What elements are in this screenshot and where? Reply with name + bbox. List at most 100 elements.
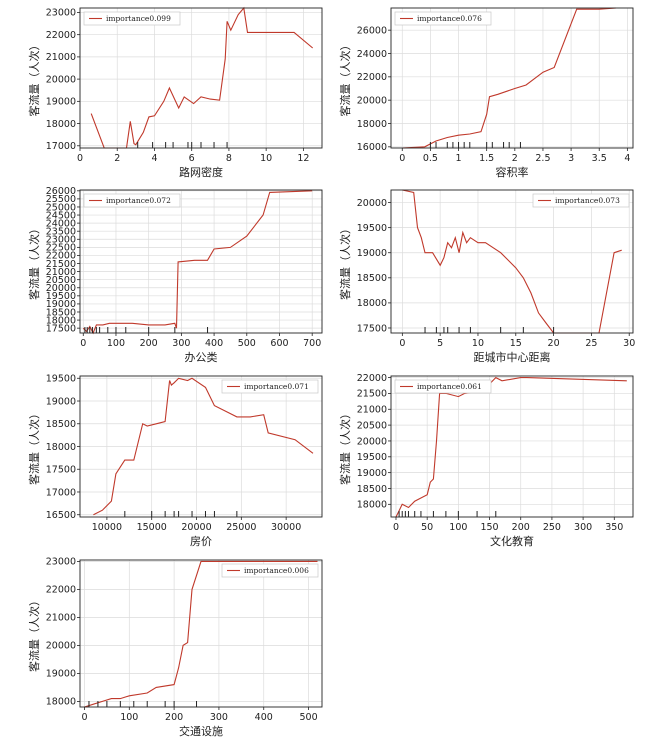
- x-axis-label: 文化教育: [490, 534, 534, 548]
- y-tick-label: 18500: [357, 273, 387, 284]
- y-tick-label: 17000: [46, 141, 76, 152]
- chart-panel-3: 0 100 200 300 400 500 600 700 175001800018500190…: [27, 186, 323, 364]
- legend: importance0.072: [83, 193, 181, 208]
- x-tick-label: 200: [512, 522, 530, 533]
- y-axis-label: 客流量（人次）: [338, 408, 352, 485]
- y-axis-label: 客流量（人次）: [27, 595, 41, 672]
- y-tick-label: 20500: [46, 275, 76, 286]
- x-tick-label: 3.5: [592, 153, 607, 164]
- y-tick-label: 16000: [357, 142, 387, 153]
- x-tick-label: 5: [437, 338, 443, 349]
- legend: importance0.006: [221, 563, 319, 578]
- x-tick-label: 0: [80, 338, 86, 349]
- y-tick-label: 17500: [46, 323, 76, 334]
- x-tick-label: 700: [303, 338, 321, 349]
- y-tick-label: 17500: [46, 465, 76, 476]
- legend-label: importance0.073: [555, 196, 620, 205]
- legend-box: [221, 379, 319, 394]
- x-tick-label: 400: [255, 712, 273, 723]
- chart-panel-5: 10000 15000 20000 25000 30000 16500 17000 17500…: [27, 374, 323, 548]
- x-tick-label: 3: [568, 153, 574, 164]
- y-tick-label: 22500: [46, 243, 76, 254]
- y-tick-label: 20000: [357, 198, 387, 209]
- y-tick-label: 22000: [46, 251, 76, 262]
- x-tick-label: 200: [165, 712, 183, 723]
- y-tick-label: 18500: [357, 484, 387, 495]
- x-tick-label: 8: [226, 153, 232, 164]
- x-axis-label: 房价: [190, 535, 212, 548]
- y-tick-label: 18000: [46, 442, 76, 453]
- y-tick-label: 20000: [357, 436, 387, 447]
- y-tick-label: 17000: [46, 487, 76, 498]
- x-tick-label: 25: [585, 338, 597, 349]
- y-tick-label: 18000: [46, 315, 76, 326]
- y-axis-label: 客流量（人次）: [27, 408, 41, 485]
- y-tick-label: 22000: [46, 585, 76, 596]
- data-line: [402, 189, 622, 334]
- x-tick-label: 0: [399, 338, 405, 349]
- legend-box: [532, 193, 630, 208]
- y-tick-label: 18500: [46, 307, 76, 318]
- x-axis-label: 容积率: [496, 165, 529, 179]
- legend-box: [83, 11, 181, 26]
- x-tick-label: 50: [421, 522, 433, 533]
- y-tick-label: 23500: [46, 227, 76, 238]
- x-tick-label: 100: [449, 522, 467, 533]
- x-tick-label: 10: [472, 338, 484, 349]
- y-tick-label: 26000: [46, 186, 76, 197]
- x-axis-label: 路网密度: [179, 165, 223, 179]
- y-tick-label: 19000: [46, 97, 76, 108]
- y-tick-label: 20000: [46, 283, 76, 294]
- x-tick-label: 400: [205, 338, 223, 349]
- x-tick-label: 0: [81, 712, 87, 723]
- legend-box: [221, 563, 319, 578]
- x-tick-label: 500: [299, 712, 317, 723]
- x-tick-label: 4: [151, 153, 157, 164]
- x-tick-label: 150: [480, 522, 498, 533]
- x-tick-label: 30000: [271, 522, 301, 533]
- x-tick-label: 0.5: [423, 153, 438, 164]
- y-tick-label: 25500: [46, 194, 76, 205]
- y-tick-label: 20000: [46, 641, 76, 652]
- x-axis-label: 距城市中心距离: [474, 350, 551, 364]
- legend-label: importance0.076: [417, 14, 482, 23]
- y-tick-label: 22000: [46, 30, 76, 41]
- x-tick-label: 300: [172, 338, 190, 349]
- y-tick-label: 20000: [46, 74, 76, 85]
- y-tick-label: 19000: [46, 299, 76, 310]
- chart-panel-6: 0 50 100 150 200 250 300 350 18000 18500 19000 1950…: [338, 373, 634, 548]
- y-tick-label: 20000: [357, 95, 387, 106]
- x-tick-label: 2: [512, 153, 518, 164]
- y-tick-label: 22000: [357, 72, 387, 83]
- y-tick-label: 19000: [357, 468, 387, 479]
- x-axis-label: 交通设施: [179, 724, 223, 738]
- y-axis-label: 客流量（人次）: [338, 223, 352, 300]
- legend-label: importance0.071: [244, 382, 309, 391]
- y-axis-label: 客流量（人次）: [338, 40, 352, 117]
- y-tick-label: 19500: [357, 223, 387, 234]
- y-tick-label: 18000: [357, 500, 387, 511]
- y-tick-label: 17500: [357, 323, 387, 334]
- legend: importance0.076: [394, 11, 492, 26]
- y-tick-label: 26000: [357, 25, 387, 36]
- x-tick-label: 300: [210, 712, 228, 723]
- x-tick-label: 2: [114, 153, 120, 164]
- y-axis-label: 客流量（人次）: [27, 40, 41, 117]
- x-tick-label: 300: [574, 522, 592, 533]
- y-tick-label: 25000: [46, 202, 76, 213]
- y-tick-label: 21000: [46, 267, 76, 278]
- x-tick-label: 15000: [137, 522, 167, 533]
- x-tick-label: 2.5: [535, 153, 550, 164]
- x-tick-label: 12: [297, 153, 309, 164]
- x-tick-label: 10: [260, 153, 272, 164]
- data-line: [93, 377, 314, 516]
- y-tick-label: 23000: [46, 557, 76, 568]
- x-tick-label: 30: [623, 338, 635, 349]
- y-tick-label: 19500: [357, 452, 387, 463]
- x-tick-label: 600: [270, 338, 288, 349]
- legend-box: [394, 379, 492, 394]
- y-tick-label: 24000: [357, 49, 387, 60]
- x-tick-label: 100: [107, 338, 125, 349]
- y-tick-label: 22000: [357, 373, 387, 384]
- x-tick-label: 100: [120, 712, 138, 723]
